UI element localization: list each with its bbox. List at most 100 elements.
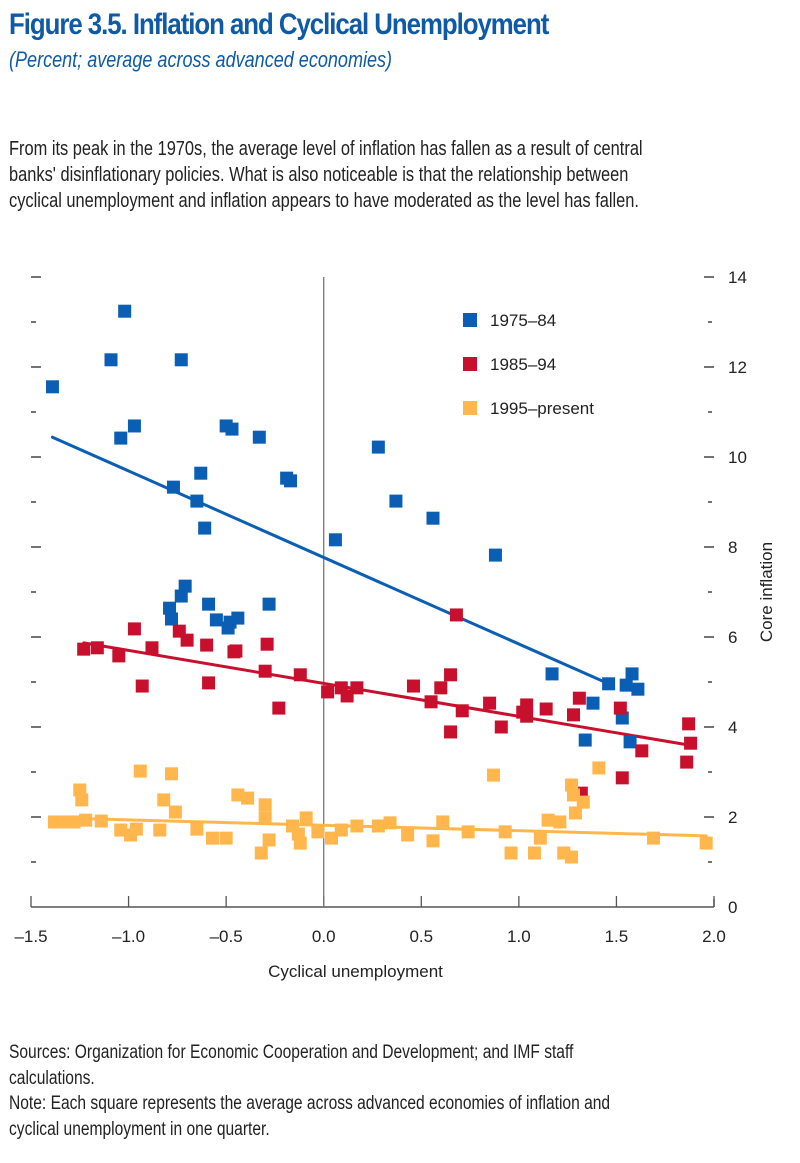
data-point	[202, 676, 216, 690]
data-point	[602, 677, 616, 691]
data-point	[258, 798, 272, 812]
data-point	[371, 440, 385, 454]
data-point	[434, 681, 448, 695]
data-point	[371, 819, 385, 833]
description-line: banks' disinflationary policies. What is…	[9, 164, 629, 186]
data-point	[168, 805, 182, 819]
x-tick-label: 0.5	[409, 927, 433, 946]
description-line: From its peak in the 1970s, the average …	[9, 138, 643, 160]
data-point	[565, 778, 579, 792]
data-point	[227, 645, 241, 659]
data-point	[350, 819, 364, 833]
data-point	[449, 608, 463, 622]
data-point	[258, 811, 272, 825]
data-point	[527, 846, 541, 860]
data-point	[647, 831, 661, 845]
data-point	[254, 846, 268, 860]
data-point	[145, 641, 159, 655]
data-points	[45, 304, 713, 864]
note-text: cyclical unemployment in one quarter.	[9, 1118, 270, 1140]
data-point	[504, 846, 518, 860]
data-point	[194, 466, 208, 480]
figure-description: From its peak in the 1970s, the average …	[9, 136, 763, 214]
data-point	[260, 637, 274, 651]
data-point	[241, 791, 255, 805]
data-point	[118, 304, 132, 318]
data-point	[436, 815, 450, 829]
data-point	[533, 831, 547, 845]
data-point	[483, 696, 497, 710]
data-point	[157, 793, 171, 807]
data-point	[180, 633, 194, 647]
data-point	[334, 823, 348, 837]
data-point	[684, 736, 698, 750]
data-point	[165, 612, 179, 626]
data-point	[90, 641, 104, 655]
legend-label: 1985–94	[490, 355, 556, 374]
data-point	[311, 825, 325, 839]
x-tick-label: 1.0	[507, 927, 531, 946]
data-point	[124, 828, 138, 842]
data-point	[586, 696, 600, 710]
data-point	[225, 422, 239, 436]
data-point	[133, 764, 147, 778]
data-point	[613, 701, 627, 715]
legend-swatch	[463, 401, 477, 415]
data-point	[252, 430, 266, 444]
data-point	[565, 850, 579, 864]
data-point	[178, 579, 192, 593]
legend-swatch	[463, 313, 477, 327]
data-point	[174, 353, 188, 367]
data-point	[635, 744, 649, 758]
data-point	[424, 695, 438, 709]
data-point	[401, 828, 415, 842]
x-tick-label: 2.0	[702, 927, 726, 946]
data-point	[568, 806, 582, 820]
data-point	[299, 811, 313, 825]
axes: –1.5 –1.0 –0.5 0.0 0.5 1.0 1.5 2.00 2 4 6 8 10 12 14	[14, 268, 746, 946]
trend-lines	[50, 435, 708, 838]
data-point	[541, 813, 555, 827]
data-point	[350, 681, 364, 695]
data-point	[127, 419, 141, 433]
data-point	[520, 698, 534, 712]
figure-title: Figure 3.5. Inflation and Cyclical Unemp…	[9, 8, 549, 41]
data-point	[114, 431, 128, 445]
data-point	[284, 474, 298, 488]
data-point	[328, 533, 342, 547]
x-tick-label: –0.5	[210, 927, 243, 946]
data-point	[615, 711, 629, 725]
data-point	[545, 667, 559, 681]
figure-footer: Sources: Organization for Economic Coope…	[9, 1040, 772, 1142]
data-point	[619, 678, 633, 692]
data-point	[73, 783, 87, 797]
data-point	[383, 816, 397, 830]
figure-subtitle: (Percent; average across advanced econom…	[9, 47, 393, 72]
note-text: Note: Each square represents the average…	[9, 1093, 611, 1114]
data-point	[539, 702, 553, 716]
data-point	[426, 834, 440, 848]
data-point	[293, 836, 307, 850]
data-point	[293, 668, 307, 682]
data-point	[205, 831, 219, 845]
data-point	[389, 494, 403, 508]
data-point	[699, 836, 713, 850]
trend-line	[50, 435, 611, 686]
data-point	[127, 622, 141, 636]
data-point	[163, 601, 177, 615]
data-point	[223, 615, 237, 629]
y-tick-label: 14	[728, 268, 747, 287]
data-point	[190, 822, 204, 836]
data-point	[455, 704, 469, 718]
data-point	[75, 793, 89, 807]
data-point	[77, 642, 91, 656]
data-point	[258, 664, 272, 678]
legend: 1975–84 1985–94 1995–present	[463, 311, 594, 418]
y-tick-label: 8	[728, 538, 737, 557]
data-point	[45, 380, 59, 394]
data-point	[623, 735, 637, 749]
data-point	[444, 725, 458, 739]
data-point	[153, 823, 167, 837]
data-point	[262, 597, 276, 611]
data-point	[340, 689, 354, 703]
